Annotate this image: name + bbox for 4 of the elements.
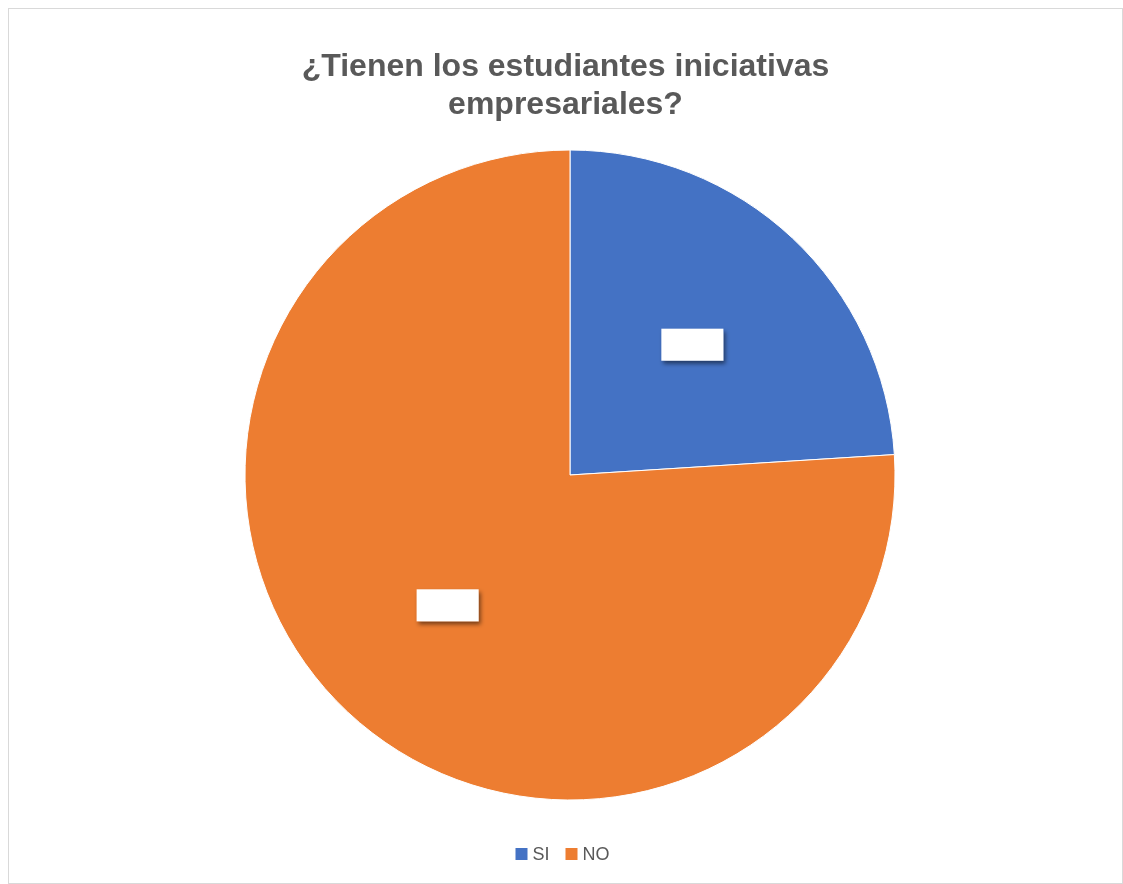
pie-slice: [244, 149, 895, 801]
chart-title: ¿Tienen los estudiantes iniciativas empresariales?: [301, 47, 830, 121]
legend-label: NO: [582, 844, 610, 864]
legend-label: SI: [532, 844, 550, 864]
